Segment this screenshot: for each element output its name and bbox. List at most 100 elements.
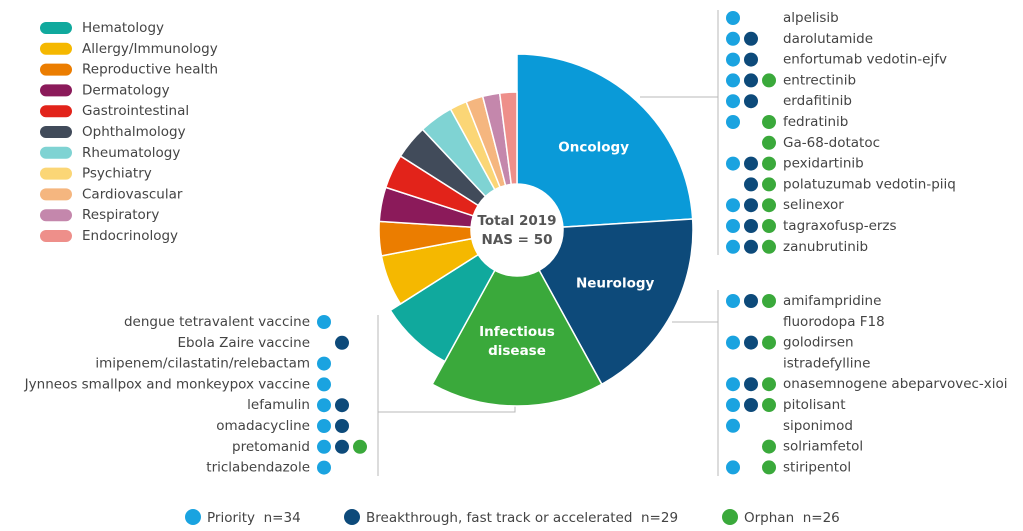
designation-dot: [762, 198, 776, 213]
drug-name: Ga-68-dotatoc: [783, 135, 880, 151]
drug-name: erdafitinib: [783, 93, 852, 109]
designation-dot: [726, 377, 740, 392]
drug-name: pexidartinib: [783, 156, 864, 172]
designation-dot: [744, 94, 758, 109]
drug-name: polatuzumab vedotin-piiq: [783, 176, 956, 192]
designation-dot: [762, 335, 776, 350]
designation-dot: [744, 239, 758, 254]
designation-dot: [744, 335, 758, 350]
legend-label: Endocrinology: [82, 228, 178, 244]
designation-dot: [353, 439, 367, 454]
donut-segment: [431, 269, 603, 407]
legend-dot: [344, 509, 360, 525]
designation-dot: [744, 31, 758, 46]
legend-dot: [722, 509, 738, 525]
designation-dot: [335, 439, 349, 454]
designation-dot: [317, 439, 331, 454]
legend-swatch: [40, 126, 72, 138]
drug-name: fluorodopa F18: [783, 314, 885, 330]
designation-dot: [317, 315, 331, 329]
legend-swatch: [40, 42, 72, 55]
designation-dot: [726, 460, 740, 475]
drug-name: entrectinib: [783, 72, 856, 88]
drug-name: zanubrutinib: [783, 239, 868, 255]
segment-label: Oncology: [558, 139, 630, 156]
legend-swatch: [40, 188, 72, 201]
legend-label: Priority n=34: [207, 510, 301, 526]
donut-segment: [498, 91, 518, 186]
donut-segment: [516, 53, 694, 228]
designation-dot: [762, 398, 776, 412]
drug-name: alpelisib: [783, 10, 839, 26]
designation-dot: [335, 419, 349, 433]
center-text: NAS = 50: [482, 232, 553, 248]
drug-name: onasemnogene abeparvovec-xioi: [783, 376, 1008, 392]
designation-dot: [762, 239, 776, 254]
legend-swatch: [40, 209, 72, 222]
designation-dot: [744, 377, 758, 392]
legend-label: Breakthrough, fast track or accelerated …: [366, 510, 678, 526]
designation-dot: [762, 219, 776, 233]
designation-dot: [744, 294, 758, 308]
designation-dot: [762, 156, 776, 171]
drug-name: dengue tetravalent vaccine: [124, 314, 310, 330]
designation-dot: [726, 398, 740, 412]
legend-swatch: [40, 167, 72, 180]
legend-label: Cardiovascular: [82, 186, 183, 202]
designation-dot: [317, 356, 331, 371]
designation-dot: [762, 294, 776, 308]
designation-dot: [744, 52, 758, 67]
designation-dot: [762, 439, 776, 454]
designation-dot: [762, 135, 776, 150]
legend-swatch: [40, 146, 72, 159]
drug-name: istradefylline: [783, 355, 870, 371]
drug-name: triclabendazole: [206, 460, 310, 476]
drug-name: selinexor: [783, 197, 844, 213]
designation-dot: [726, 115, 740, 129]
drug-name: tagraxofusp-erzs: [783, 218, 897, 234]
drug-name: Jynneos smallpox and monkeypox vaccine: [24, 376, 310, 392]
legend-swatch: [40, 22, 72, 34]
designation-dot: [744, 219, 758, 233]
designation-dot: [762, 115, 776, 129]
drug-name: darolutamide: [783, 31, 873, 47]
designation-dot: [744, 73, 758, 88]
drug-name: lefamulin: [247, 397, 310, 413]
designation-dot: [726, 198, 740, 213]
designation-dot: [726, 239, 740, 254]
drug-name: enfortumab vedotin-ejfv: [783, 52, 947, 68]
legend-swatch: [40, 230, 72, 242]
legend-label: Gastrointestinal: [82, 103, 189, 119]
designation-dot: [744, 177, 758, 192]
legend-dot: [185, 509, 201, 525]
designation-dot: [762, 177, 776, 192]
designation-dot: [317, 460, 331, 475]
designation-dot: [726, 52, 740, 67]
donut-segment: [538, 218, 694, 386]
drug-name: fedratinib: [783, 114, 848, 130]
segment-label: Infectious disease: [479, 324, 555, 359]
drug-name: pretomanid: [232, 439, 310, 455]
designation-dot: [726, 418, 740, 433]
designation-dot: [335, 398, 349, 413]
designation-dot: [726, 94, 740, 109]
legend-label: Hematology: [82, 20, 164, 36]
connector: [640, 10, 719, 255]
designation-dot: [317, 377, 331, 392]
legend-label: Rheumatology: [82, 145, 180, 161]
designation-dot: [726, 73, 740, 88]
designation-dot: [317, 398, 331, 413]
center-text: Total 2019: [477, 213, 556, 229]
legend-label: Respiratory: [82, 207, 159, 223]
designation-dot: [726, 335, 740, 350]
designation-dot: [335, 335, 349, 350]
designation-dot: [726, 31, 740, 46]
legend-swatch: [40, 105, 72, 118]
segment-label: Neurology: [575, 275, 655, 292]
connector: [672, 290, 719, 476]
designation-dot: [762, 460, 776, 475]
legend-swatch: [40, 84, 72, 97]
designation-dot: [744, 398, 758, 412]
drug-name: imipenem/cilastatin/relebactam: [95, 356, 310, 372]
